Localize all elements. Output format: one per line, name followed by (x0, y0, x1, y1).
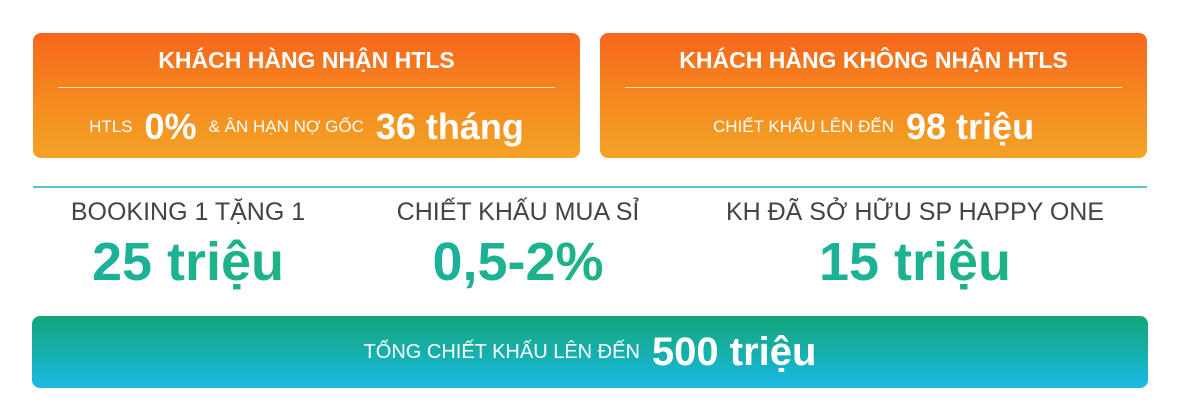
total-label: TỔNG CHIẾT KHẤU LÊN ĐẾN (363, 340, 640, 363)
offer-value: 25 triệu (8, 231, 368, 293)
rule (625, 87, 1122, 88)
box-value: 0% (144, 106, 197, 147)
box-value: 98 triệu (906, 106, 1035, 147)
offer: CHIẾT KHẤU MUA SỈ 0,5-2% (338, 198, 698, 293)
offer: KH ĐÃ SỞ HỮU SP HAPPY ONE 15 triệu (715, 198, 1115, 293)
offer-box: KHÁCH HÀNG KHÔNG NHẬN HTLS CHIẾT KHẤU LÊ… (600, 33, 1147, 158)
box-text: & ÂN HẠN NỢ GỐC (208, 117, 364, 136)
rule (58, 87, 555, 88)
offer: BOOKING 1 TẶNG 1 25 triệu (8, 198, 368, 293)
box-row: CHIẾT KHẤU LÊN ĐẾN 98 triệu (600, 103, 1147, 151)
offer-label: KH ĐÃ SỞ HỮU SP HAPPY ONE (725, 198, 1105, 226)
total-bar: TỔNG CHIẾT KHẤU LÊN ĐẾN 500 triệu (32, 316, 1148, 388)
offer-label: CHIẾT KHẤU MUA SỈ (396, 198, 640, 226)
divider (33, 186, 1147, 188)
offer-box: KHÁCH HÀNG NHẬN HTLS HTLS 0% & ÂN HẠN NỢ… (33, 33, 580, 158)
offer-value: 15 triệu (715, 231, 1115, 293)
box-title: KHÁCH HÀNG KHÔNG NHẬN HTLS (679, 47, 1068, 73)
total-value: 500 triệu (651, 329, 817, 374)
offer-label: BOOKING 1 TẶNG 1 (70, 198, 306, 226)
box-title: KHÁCH HÀNG NHẬN HTLS (158, 47, 455, 73)
offer-value: 0,5-2% (338, 231, 698, 293)
box-text: HTLS (89, 117, 133, 136)
box-row: HTLS 0% & ÂN HẠN NỢ GỐC 36 tháng (33, 103, 580, 151)
box-text: CHIẾT KHẤU LÊN ĐẾN (712, 117, 894, 136)
box-value: 36 tháng (375, 106, 524, 147)
